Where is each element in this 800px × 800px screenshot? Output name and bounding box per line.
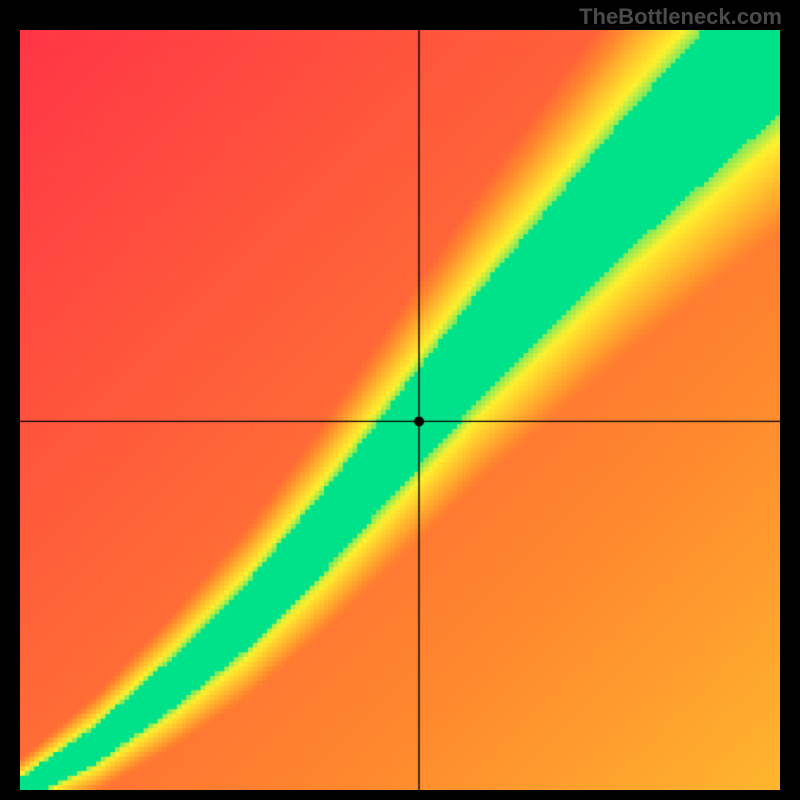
watermark-text: TheBottleneck.com [579, 4, 782, 30]
bottleneck-heatmap [20, 30, 780, 790]
chart-container: TheBottleneck.com [0, 0, 800, 800]
